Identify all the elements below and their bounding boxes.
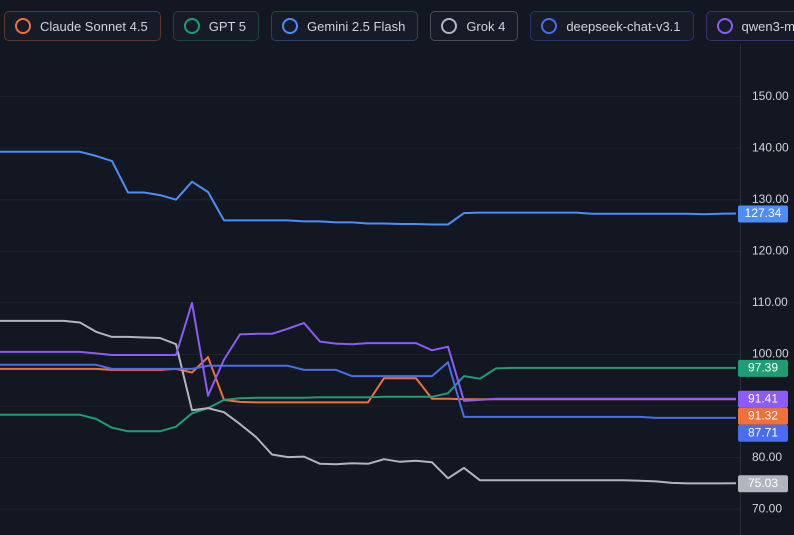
series-line [0, 356, 737, 404]
model-icon [541, 18, 558, 34]
y-tick-label: 140.00 [752, 140, 789, 154]
y-tick-label: 100.00 [752, 347, 789, 361]
model-button[interactable]: Claude Sonnet 4.5 [4, 11, 161, 41]
legend-label: Claude Sonnet 4.5 [40, 18, 148, 34]
y-tick-label: 120.00 [752, 243, 789, 257]
last-value-badge [738, 205, 788, 223]
legend-label: Grok 4 [466, 18, 506, 34]
y-tick-label: 130.00 [752, 192, 789, 206]
model-button[interactable]: Gemini 2.5 Flash [271, 11, 419, 41]
y-tick-label: 150.00 [752, 89, 789, 103]
model-icon [441, 18, 458, 34]
last-value-label: 91.41 [748, 391, 778, 405]
last-value-badge [738, 407, 788, 425]
series-line [0, 319, 737, 485]
last-value-badge [738, 475, 788, 493]
model-button[interactable]: Grok 4 [430, 11, 519, 41]
last-value-label: 127.34 [745, 206, 782, 220]
last-value-badge [738, 390, 788, 408]
legend: Claude Sonnet 4.5 GPT 5 Gemini 2.5 Flash Gr… [4, 11, 794, 41]
last-value-label: 91.32 [748, 408, 778, 422]
y-tick-label: 110.00 [752, 295, 788, 309]
series-line [0, 366, 736, 433]
series-line [0, 301, 736, 402]
model-icon [282, 18, 299, 34]
last-value-badge [738, 359, 788, 377]
y-tick-label: 70.00 [752, 501, 782, 515]
legend-label: qwen3-max [741, 18, 794, 34]
model-button[interactable]: GPT 5 [172, 11, 260, 41]
series-line [0, 361, 736, 419]
model-icon [716, 18, 733, 34]
legend-label: Gemini 2.5 Flash [307, 18, 406, 34]
model-icon [183, 18, 200, 34]
last-value-label: 87.71 [748, 425, 778, 439]
last-value-label: 75.03 [748, 476, 778, 490]
model-button[interactable]: deepseek-chat-v3.1 [530, 11, 694, 41]
series-line [0, 150, 737, 226]
last-value-label: 97.39 [748, 361, 778, 375]
model-button[interactable]: qwen3-max [705, 11, 794, 41]
legend-label: deepseek-chat-v3.1 [566, 18, 681, 34]
model-icon [15, 18, 31, 34]
last-value-badge [738, 424, 788, 442]
legend-label: GPT 5 [208, 18, 247, 34]
y-tick-label: 80.00 [752, 450, 782, 464]
